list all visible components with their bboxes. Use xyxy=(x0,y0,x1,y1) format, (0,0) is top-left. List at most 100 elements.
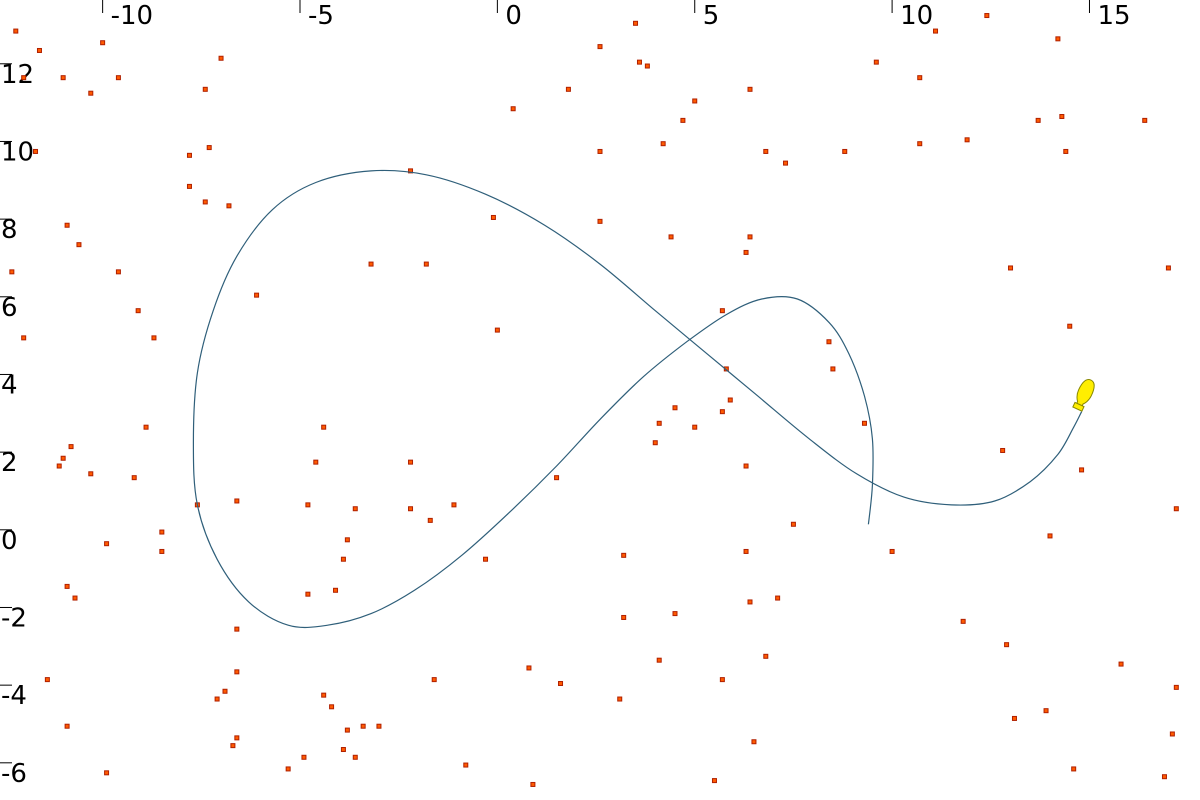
scatter-point xyxy=(131,475,137,481)
scatter-point xyxy=(1118,661,1124,667)
scatter-point xyxy=(234,626,240,632)
scatter-point xyxy=(431,677,437,683)
scatter-point xyxy=(64,723,70,729)
scatter-point xyxy=(743,548,749,554)
scatter-point xyxy=(352,754,358,760)
scatter-point xyxy=(368,261,374,267)
scatter-point xyxy=(408,506,414,512)
x-tick-label: 10 xyxy=(900,1,933,31)
scatter-point xyxy=(60,75,66,81)
scatter-point xyxy=(984,13,990,19)
y-tick-label: -2 xyxy=(1,603,27,633)
scatter-point xyxy=(13,28,19,34)
y-tick-label: -6 xyxy=(1,759,27,789)
scatter-point xyxy=(743,463,749,469)
scatter-point xyxy=(408,168,414,174)
scatter-point xyxy=(668,234,674,240)
scatter-point xyxy=(1079,467,1085,473)
y-tick-label: 4 xyxy=(1,370,18,400)
scatter-point xyxy=(254,292,260,298)
scatter-point xyxy=(830,366,836,372)
y-tick-label: -4 xyxy=(1,681,27,711)
scatter-point xyxy=(352,506,358,512)
y-tick-label: 6 xyxy=(1,293,18,323)
scatter-point xyxy=(222,688,228,694)
scatter-point xyxy=(88,471,94,477)
scatter-point xyxy=(775,595,781,601)
scatter-point xyxy=(344,727,350,733)
scatter-points xyxy=(9,13,1179,787)
y-tick-label: 0 xyxy=(1,526,18,556)
scatter-point xyxy=(743,249,749,255)
scatter-point xyxy=(530,781,536,787)
turtle-trail xyxy=(192,169,1083,629)
scatter-point xyxy=(933,28,939,34)
scatter-point xyxy=(1142,117,1148,123)
scatter-point xyxy=(960,618,966,624)
scatter-point xyxy=(621,614,627,620)
scatter-point xyxy=(226,203,232,209)
scatter-point xyxy=(1059,114,1065,120)
x-tick-label: 0 xyxy=(505,1,522,31)
scatter-point xyxy=(842,148,848,154)
scatter-point xyxy=(1063,148,1069,154)
scatter-point xyxy=(747,599,753,605)
scatter-point xyxy=(321,692,327,698)
scatter-point xyxy=(826,339,832,345)
scatter-point xyxy=(115,269,121,275)
scatter-point xyxy=(301,754,307,760)
scatter-point xyxy=(159,529,165,535)
scatter-point xyxy=(100,40,106,46)
scatter-point xyxy=(104,770,110,776)
scatter-point xyxy=(558,680,564,686)
scatter-point xyxy=(344,537,350,543)
scatter-point xyxy=(719,409,725,415)
scatter-point xyxy=(88,90,94,96)
scatter-point xyxy=(1008,265,1014,271)
scatter-point xyxy=(360,723,366,729)
scatter-point xyxy=(186,183,192,189)
scatter-point xyxy=(451,502,457,508)
x-tick-label: 5 xyxy=(703,1,720,31)
scatter-point xyxy=(747,86,753,92)
scatter-point xyxy=(526,665,532,671)
scatter-point xyxy=(597,218,603,224)
scatter-point xyxy=(723,366,729,372)
scatter-point xyxy=(21,335,27,341)
y-tick-label: 2 xyxy=(1,448,18,478)
scatter-point xyxy=(751,739,757,745)
scatter-point xyxy=(427,517,433,523)
scatter-point xyxy=(719,308,725,314)
scatter-point xyxy=(72,595,78,601)
scatter-point xyxy=(692,98,698,104)
scatter-point xyxy=(597,148,603,154)
scatter-point xyxy=(56,463,62,469)
scatter-point xyxy=(1169,731,1175,737)
y-tick-label: 8 xyxy=(1,215,18,245)
scatter-point xyxy=(790,521,796,527)
scatter-point xyxy=(333,587,339,593)
axis-layer: -10 -5 0 5 10 15 -6 -4 -2 0 2 4 6 8 10 12 xyxy=(0,0,1131,789)
scatter-point xyxy=(76,242,82,248)
x-tick-label: -5 xyxy=(308,1,334,31)
scatter-point xyxy=(889,548,895,554)
scatter-point xyxy=(1000,447,1006,453)
scatter-point xyxy=(617,696,623,702)
y-tick-label: 10 xyxy=(1,137,34,167)
y-tick-label: 12 xyxy=(1,60,34,90)
scatter-point xyxy=(660,141,666,147)
scatter-point xyxy=(719,677,725,683)
scatter-point xyxy=(672,611,678,617)
scatter-point xyxy=(143,424,149,430)
scatter-point xyxy=(64,583,70,589)
scatter-point xyxy=(1004,642,1010,648)
scatter-point xyxy=(597,44,603,50)
scatter-point xyxy=(33,148,39,154)
scatter-point xyxy=(747,234,753,240)
scatter-point xyxy=(1173,684,1179,690)
scatter-point xyxy=(214,696,220,702)
scatter-point xyxy=(408,459,414,465)
scatter-point xyxy=(329,704,335,710)
scatter-point xyxy=(644,63,650,69)
